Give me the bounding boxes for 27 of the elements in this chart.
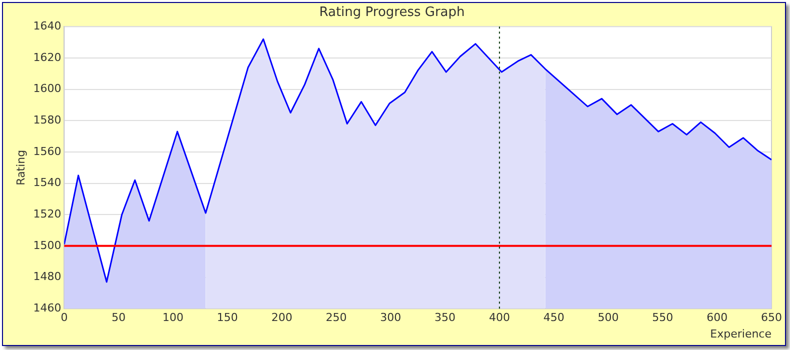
x-tick-label: 500 bbox=[598, 311, 619, 324]
x-tick-label: 550 bbox=[652, 311, 674, 324]
x-tick-label: 650 bbox=[761, 311, 782, 324]
x-tick-label: 400 bbox=[488, 311, 510, 324]
x-tick-label: 200 bbox=[271, 311, 292, 324]
y-tick-label: 1460 bbox=[33, 301, 62, 314]
x-tick-label: 150 bbox=[216, 311, 238, 324]
y-tick-label: 1500 bbox=[33, 238, 62, 252]
y-tick-label: 1560 bbox=[33, 144, 62, 158]
x-tick-label: 250 bbox=[326, 311, 347, 324]
y-tick-label: 1600 bbox=[33, 82, 62, 96]
x-tick-label: 300 bbox=[380, 311, 402, 324]
x-tick-label: 600 bbox=[706, 311, 728, 324]
y-tick-label: 1640 bbox=[33, 19, 62, 32]
y-tick-label: 1620 bbox=[33, 50, 62, 64]
y-tick-label: 1580 bbox=[33, 113, 62, 126]
y-axis-title: Rating bbox=[14, 150, 28, 186]
y-tick-label: 1540 bbox=[33, 176, 62, 190]
y-tick-label: 1480 bbox=[33, 270, 62, 284]
y-tick-label: 1520 bbox=[33, 207, 62, 220]
x-axis-title: Experience bbox=[710, 327, 772, 340]
x-tick-label: 350 bbox=[434, 311, 456, 324]
x-tick-label: 0 bbox=[60, 311, 68, 324]
chart-title: Rating Progress Graph bbox=[319, 5, 465, 20]
x-tick-label: 100 bbox=[162, 311, 184, 324]
x-tick-label: 450 bbox=[543, 311, 564, 324]
x-tick-label: 50 bbox=[112, 311, 126, 324]
